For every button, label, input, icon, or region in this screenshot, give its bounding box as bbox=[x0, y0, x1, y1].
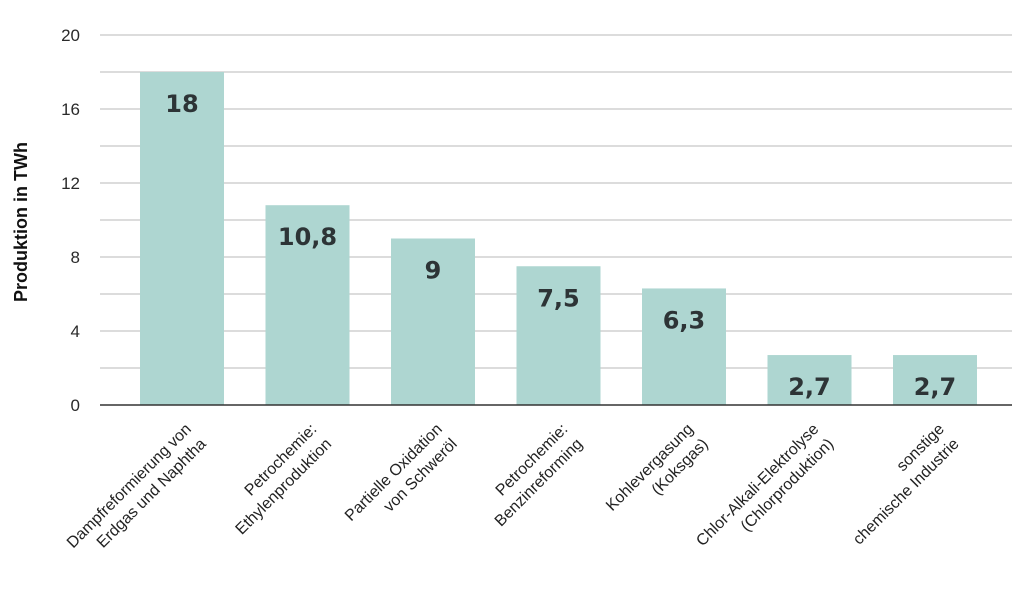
category-label: Petrochemie:Ethylenproduktion bbox=[233, 421, 336, 538]
y-tick-label: 16 bbox=[61, 100, 80, 119]
gridlines bbox=[100, 34, 1012, 369]
data-label: 7,5 bbox=[537, 284, 580, 312]
category-label-line: Chlor-Alkali-Elektrolyse bbox=[693, 421, 822, 550]
bar bbox=[265, 205, 350, 405]
data-labels: 18 10,8 9 7,5 6,3 2,7 2,7 bbox=[165, 90, 956, 401]
category-label: Kohlevergasung(Koksgas) bbox=[603, 421, 712, 515]
bar bbox=[140, 72, 224, 405]
y-axis-label: Produktion in TWh bbox=[11, 142, 31, 302]
y-tick-label: 8 bbox=[71, 248, 80, 267]
data-label: 2,7 bbox=[788, 373, 831, 401]
bars bbox=[140, 72, 977, 405]
category-label: Chlor-Alkali-Elektrolyse(Chlorproduktion… bbox=[693, 421, 837, 550]
data-label: 9 bbox=[425, 257, 442, 285]
category-label-line: Dampfreformierung von bbox=[64, 421, 195, 552]
category-label: Petrochemie:Benzinreforming bbox=[492, 421, 586, 530]
data-label: 18 bbox=[165, 90, 198, 118]
bar bbox=[893, 355, 977, 405]
data-label: 6,3 bbox=[663, 306, 706, 334]
data-label: 2,7 bbox=[914, 373, 957, 401]
y-tick-label: 4 bbox=[71, 322, 80, 341]
bar bbox=[767, 355, 852, 405]
y-tick-label: 20 bbox=[61, 26, 80, 45]
data-label: 10,8 bbox=[278, 223, 337, 251]
y-tick-label: 0 bbox=[71, 396, 80, 415]
y-axis-ticks: 0 4 8 12 16 20 bbox=[61, 26, 80, 415]
bar bbox=[642, 288, 726, 405]
y-tick-label: 12 bbox=[61, 174, 80, 193]
bar bbox=[516, 266, 601, 405]
bar bbox=[391, 238, 475, 405]
